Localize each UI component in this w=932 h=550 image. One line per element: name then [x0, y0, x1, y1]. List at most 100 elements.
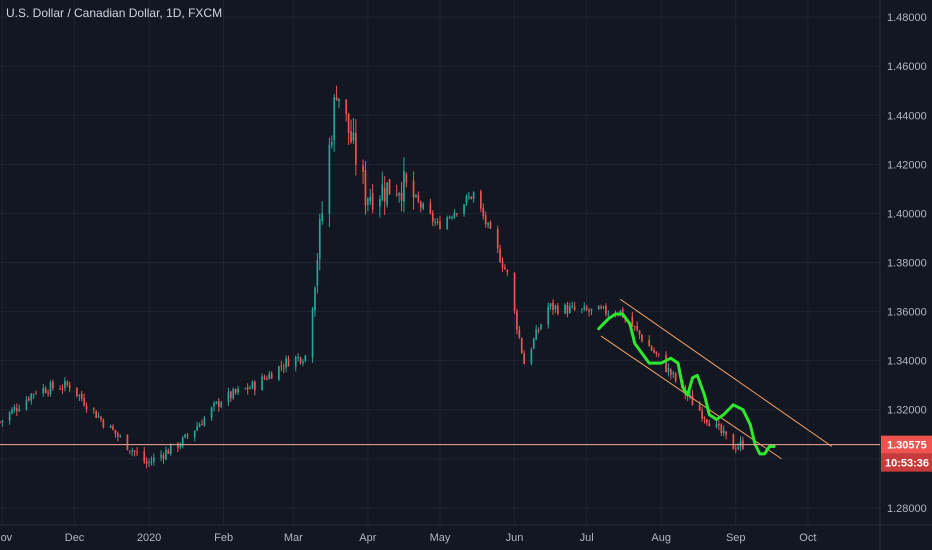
candle-body — [345, 99, 348, 114]
candle-body — [653, 350, 655, 353]
x-tick-label: Oct — [799, 532, 816, 544]
candle-body — [220, 402, 223, 408]
candle-body — [186, 434, 189, 437]
candle-body — [434, 222, 437, 224]
candle-body — [641, 334, 643, 342]
candle-body — [689, 395, 691, 397]
candle-body — [429, 202, 432, 214]
candle-body — [254, 381, 256, 391]
candle-body — [701, 410, 703, 419]
candle-body — [181, 437, 184, 447]
last-price-badge — [881, 435, 932, 454]
candle-body — [547, 306, 550, 325]
candle-body — [451, 217, 453, 219]
candle-body — [350, 131, 352, 143]
candle-body — [468, 196, 470, 198]
candle-body — [734, 448, 737, 450]
candle-body — [446, 217, 449, 230]
wave-drawing[interactable] — [597, 312, 776, 456]
last-price-label: 1.30575 — [887, 440, 927, 452]
candle-body — [436, 221, 439, 223]
countdown-label: 10:53:36 — [885, 458, 929, 470]
candle-body — [657, 353, 660, 355]
y-tick-label: 1.40000 — [887, 208, 927, 220]
candle-body — [405, 174, 408, 183]
candle-body — [431, 213, 434, 222]
candle-body — [179, 445, 182, 448]
candle-body — [568, 306, 571, 313]
candle-body — [355, 133, 357, 165]
candle-body — [330, 141, 333, 145]
candle-body — [650, 346, 653, 351]
candle-body — [496, 229, 499, 249]
y-tick-label: 1.48000 — [887, 12, 927, 24]
candle-body — [61, 388, 64, 390]
candle-body — [523, 353, 525, 365]
candle-body — [535, 329, 538, 340]
candle-body — [210, 407, 213, 418]
candle-body — [198, 424, 201, 428]
candle-body — [78, 394, 81, 396]
candle-body — [571, 305, 574, 307]
candle-body — [489, 221, 492, 229]
candle-body — [261, 376, 263, 391]
candle-body — [455, 213, 458, 215]
candle-body — [403, 170, 405, 202]
candle-body — [737, 447, 739, 449]
candle-body — [453, 212, 456, 218]
candle-body — [85, 406, 88, 410]
candle-body — [633, 326, 636, 328]
candle-body — [136, 451, 138, 453]
candle-body — [311, 309, 314, 358]
candle-body — [143, 451, 146, 462]
candle-body — [47, 393, 49, 395]
candle-body — [160, 454, 162, 458]
candle-body — [720, 424, 723, 434]
candle-body — [739, 441, 742, 447]
candle-body — [537, 330, 540, 332]
candle-body — [35, 393, 37, 395]
candle-body — [581, 308, 583, 310]
candle-body — [655, 351, 658, 354]
candle-body — [352, 132, 355, 141]
channel-upper-line[interactable] — [620, 298, 833, 447]
candle-body — [217, 401, 220, 407]
candle-body — [513, 273, 516, 311]
candle-body — [328, 144, 331, 214]
candle-body — [669, 368, 672, 375]
candle-body — [18, 409, 21, 412]
candle-body — [25, 399, 28, 410]
candle-body — [92, 408, 95, 410]
candle-body — [470, 196, 473, 199]
candle-body — [263, 376, 266, 379]
channel-lower-line[interactable] — [600, 335, 782, 460]
candle-body — [487, 222, 489, 226]
candle-body — [369, 196, 372, 202]
candle-body — [706, 419, 708, 423]
candle-body — [128, 450, 131, 452]
candle-body — [530, 349, 533, 364]
candle-body — [333, 96, 336, 141]
candle-body — [386, 182, 388, 205]
y-tick-label: 1.32000 — [887, 405, 927, 417]
candle-body — [76, 387, 78, 396]
candle-body — [32, 393, 35, 395]
candle-body — [412, 180, 415, 198]
candle-body — [97, 416, 100, 418]
candle-body — [532, 338, 535, 349]
candle-body — [148, 461, 150, 463]
candle-body — [725, 431, 727, 435]
y-tick-label: 1.36000 — [887, 307, 927, 319]
candle-body — [133, 450, 136, 452]
candle-body — [294, 356, 297, 367]
candle-body — [564, 304, 566, 314]
candle-body — [68, 385, 71, 389]
candle-body — [516, 311, 518, 330]
candle-body — [169, 443, 172, 454]
candle-body — [278, 366, 280, 380]
candle-body — [718, 424, 720, 426]
candle-body — [11, 409, 13, 414]
candle-body — [30, 393, 33, 401]
